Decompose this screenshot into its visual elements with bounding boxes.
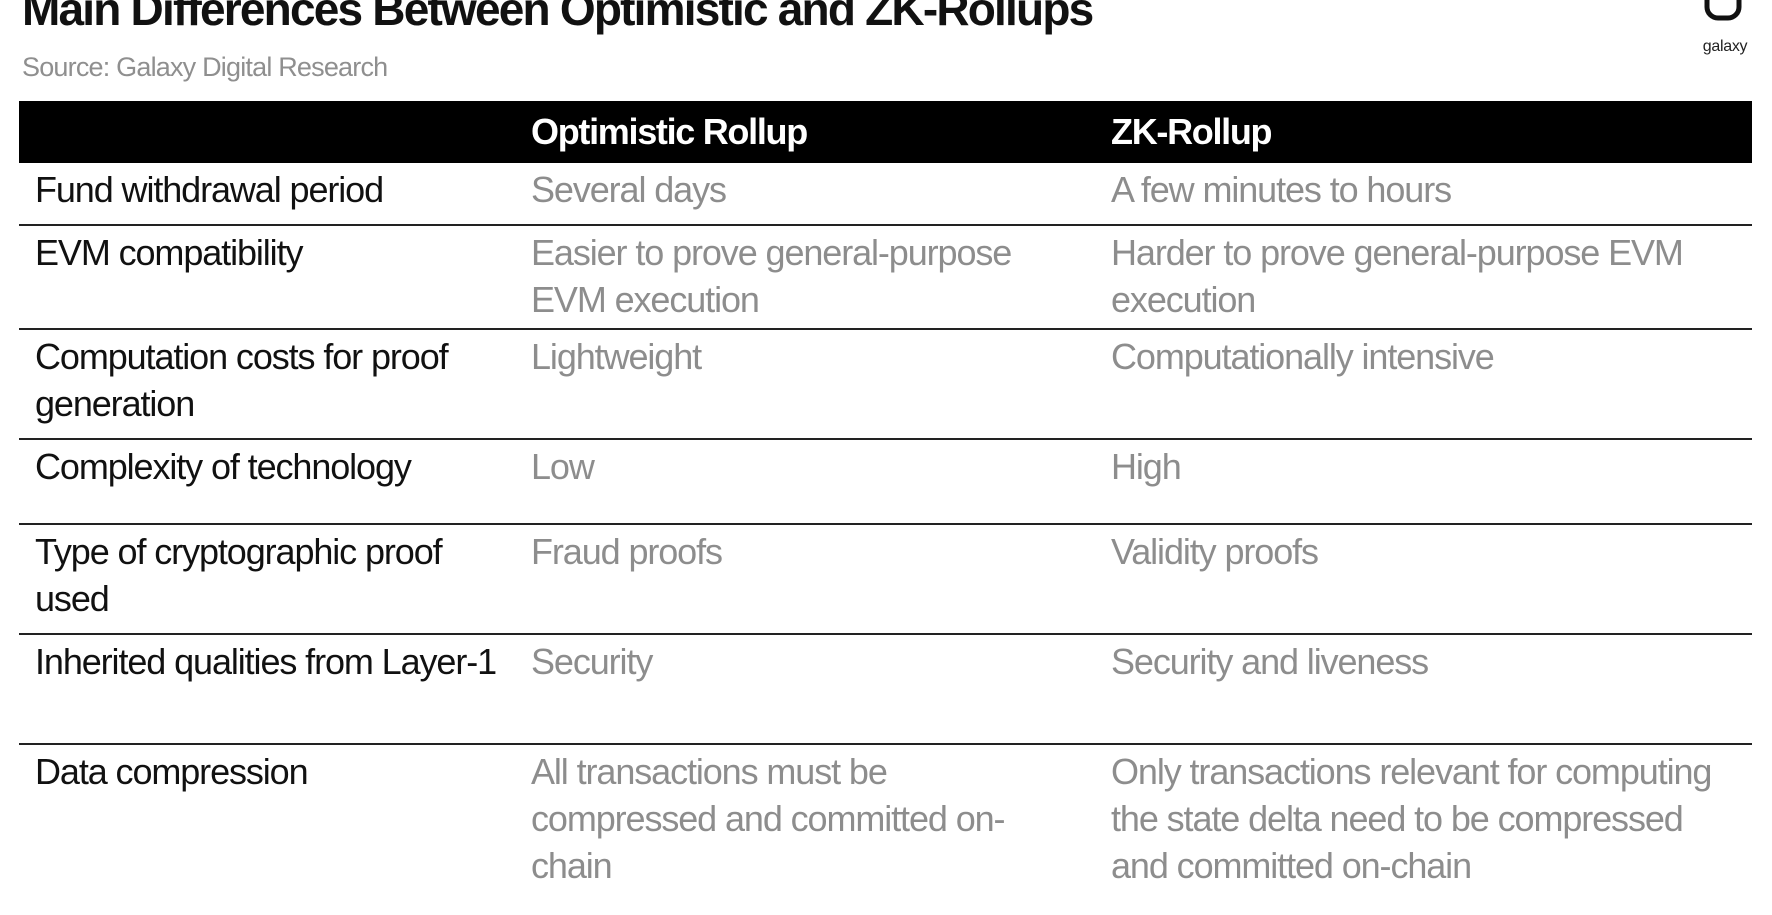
table-row: Inherited qualities from Layer-1 Securit… <box>19 634 1752 745</box>
optimistic-cell: Security <box>515 634 1095 745</box>
logo-wordmark: galaxy <box>1702 38 1748 55</box>
zk-cell: Computationally intensive <box>1095 329 1752 440</box>
optimistic-cell: Low <box>515 439 1095 525</box>
galaxy-logo: galaxy <box>1690 0 1760 58</box>
row-label: Inherited qualities from Layer-1 <box>19 634 515 745</box>
column-header-zk: ZK-Rollup <box>1095 101 1752 163</box>
row-label: Type of cryptographic proof used <box>19 524 515 635</box>
source-note: Source: Galaxy Digital Research <box>22 52 388 82</box>
table-row: Complexity of technology Low High <box>19 439 1752 525</box>
table-header-row: Optimistic Rollup ZK-Rollup <box>19 101 1752 163</box>
table-row: EVM compatibility Easier to prove genera… <box>19 225 1752 330</box>
row-label: Complexity of technology <box>19 439 515 525</box>
galaxy-logo-icon <box>1704 0 1742 21</box>
zk-cell: Harder to prove general-purpose EVM exec… <box>1095 225 1752 330</box>
table-row: Type of cryptographic proof used Fraud p… <box>19 524 1752 635</box>
optimistic-cell: All transactions must be compressed and … <box>531 751 1006 886</box>
zk-cell: Only transactions relevant for computing… <box>1111 751 1712 886</box>
column-header-optimistic: Optimistic Rollup <box>515 101 1095 163</box>
table-row: Fund withdrawal period Several days A fe… <box>19 163 1752 226</box>
column-header-feature <box>19 101 515 163</box>
optimistic-cell: Easier to prove general-purpose EVM exec… <box>515 225 1095 330</box>
optimistic-cell: Fraud proofs <box>515 524 1095 635</box>
row-label: Computation costs for proof generation <box>19 329 515 440</box>
page-title: Main Differences Between Optimistic and … <box>22 0 1094 35</box>
table-row: Data compression All transactions must b… <box>19 744 1752 890</box>
optimistic-cell: Lightweight <box>515 329 1095 440</box>
zk-cell: High <box>1095 439 1752 525</box>
table-row: Computation costs for proof generation L… <box>19 329 1752 440</box>
row-label: Data compression <box>35 751 309 792</box>
zk-cell: Validity proofs <box>1095 524 1752 635</box>
row-label: Fund withdrawal period <box>19 163 515 226</box>
zk-cell: A few minutes to hours <box>1095 163 1752 226</box>
row-label: EVM compatibility <box>19 225 515 330</box>
zk-cell: Security and liveness <box>1095 634 1752 745</box>
comparison-table: Optimistic Rollup ZK-Rollup Fund withdra… <box>19 101 1752 890</box>
optimistic-cell: Several days <box>515 163 1095 226</box>
